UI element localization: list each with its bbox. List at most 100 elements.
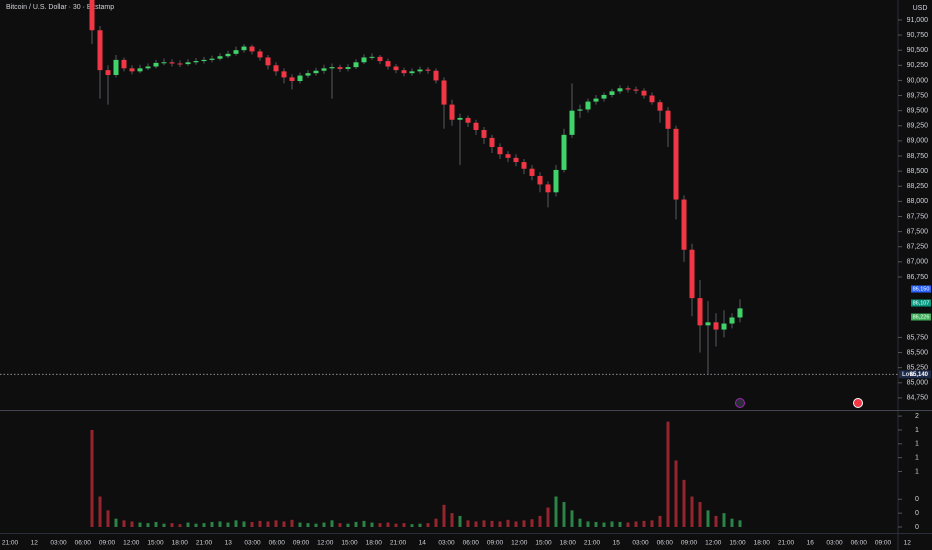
candle-body: [649, 95, 655, 103]
candle-body: [137, 68, 143, 72]
candle-body: [665, 110, 671, 129]
candle-body: [561, 134, 567, 170]
volume-bar: [490, 520, 494, 527]
volume-bar: [378, 523, 382, 527]
volume-bar: [394, 523, 398, 527]
volume-bar: [602, 522, 606, 527]
volume-tick-label: 2: [915, 413, 919, 420]
candle-body: [201, 59, 207, 62]
x-tick-label: 12:00: [705, 540, 722, 547]
price-tag: [911, 285, 931, 293]
y-tick-label: 90,500: [907, 47, 929, 54]
volume-bar: [442, 504, 446, 527]
candle-body: [185, 62, 191, 65]
candle-body: [281, 71, 287, 78]
volume-bar: [178, 524, 182, 527]
candle-body: [641, 90, 647, 96]
volume-bar: [234, 520, 238, 527]
candle-body: [729, 317, 735, 324]
volume-bar: [338, 523, 342, 527]
volume-bar: [546, 507, 550, 527]
candle-body: [161, 62, 167, 64]
y-tick-label: 88,500: [907, 168, 929, 175]
volume-bar: [98, 496, 102, 527]
volume-tick-label: 1: [915, 455, 919, 462]
volume-bar: [522, 520, 526, 527]
volume-bar: [162, 523, 166, 527]
candle-body: [105, 70, 111, 75]
volume-bar: [258, 520, 262, 527]
x-tick-label: 09:00: [875, 540, 892, 547]
x-tick-label: 12:00: [511, 540, 528, 547]
candle-body: [113, 59, 119, 75]
x-tick-label: 03:00: [826, 540, 843, 547]
candle-body: [289, 77, 295, 82]
volume-bar: [418, 523, 422, 527]
candle-body: [145, 66, 151, 69]
candle-body: [225, 53, 231, 57]
volume-bar: [226, 522, 230, 527]
candle-body: [425, 69, 431, 71]
candle-body: [449, 104, 455, 120]
x-tick-label: 18:00: [366, 540, 383, 547]
volume-bar: [322, 522, 326, 527]
y-tick-label: 88,250: [907, 183, 929, 190]
event-icon[interactable]: [735, 398, 745, 408]
axes: 91,000 90,750 90,500 90,250 90,000 89,750 89,5…: [2, 17, 931, 547]
volume-bar: [594, 522, 598, 527]
candle-body: [625, 88, 631, 90]
x-tick-label: 21:00: [390, 540, 407, 547]
event-icons[interactable]: [735, 398, 863, 408]
low-tag: [899, 370, 931, 379]
volume-bar: [354, 522, 358, 527]
candle-body: [273, 65, 279, 72]
x-tick-label: 15: [613, 540, 621, 547]
volume-bar: [730, 518, 734, 527]
candle-body: [473, 122, 479, 131]
volume-bar: [250, 522, 254, 527]
x-tick-label: 12:00: [123, 540, 140, 547]
volume-bar: [410, 524, 414, 527]
candle-body: [689, 249, 695, 299]
x-tick-label: 03:00: [244, 540, 261, 547]
volume-tick-label: 0: [915, 510, 919, 517]
x-tick-label: 18:00: [560, 540, 577, 547]
volume-bar: [202, 523, 206, 527]
volume-bar: [402, 523, 406, 527]
y-tick-label: 85,750: [907, 334, 929, 341]
candle-body: [521, 162, 527, 169]
event-icon[interactable]: [853, 398, 863, 408]
candle-body: [489, 137, 495, 147]
y-tick-label: 89,000: [907, 138, 929, 145]
low-value: 85,140: [910, 372, 929, 378]
candle-body: [657, 102, 663, 111]
candle-body: [97, 30, 103, 71]
volume-bar: [506, 519, 510, 527]
x-tick-label: 15:00: [147, 540, 164, 547]
volume-bar: [386, 522, 390, 527]
candle-body: [385, 61, 391, 67]
candle-body: [193, 61, 199, 63]
candle-body: [529, 168, 535, 176]
candle-body: [361, 57, 367, 63]
volume-bar: [106, 510, 110, 527]
candle-body: [409, 71, 415, 74]
y-tick-label: 90,000: [907, 77, 929, 84]
volume-bar: [618, 522, 622, 527]
volume-bar: [682, 479, 686, 527]
price-tag: [911, 313, 931, 321]
y-tick-label: 85,250: [907, 365, 929, 372]
candle-body: [313, 70, 319, 74]
x-tick-label: 06:00: [851, 540, 868, 547]
volume-bar: [578, 518, 582, 527]
volume-bar: [666, 421, 670, 527]
y-tick-label: 90,250: [907, 62, 929, 69]
candle-body: [393, 66, 399, 71]
volume-bar: [474, 521, 478, 527]
candle-body: [257, 51, 263, 58]
volume-bar: [642, 520, 646, 527]
candle-body: [713, 322, 719, 330]
candle-body: [457, 117, 463, 120]
y-tick-label: 89,750: [907, 92, 929, 99]
x-tick-label: 09:00: [293, 540, 310, 547]
